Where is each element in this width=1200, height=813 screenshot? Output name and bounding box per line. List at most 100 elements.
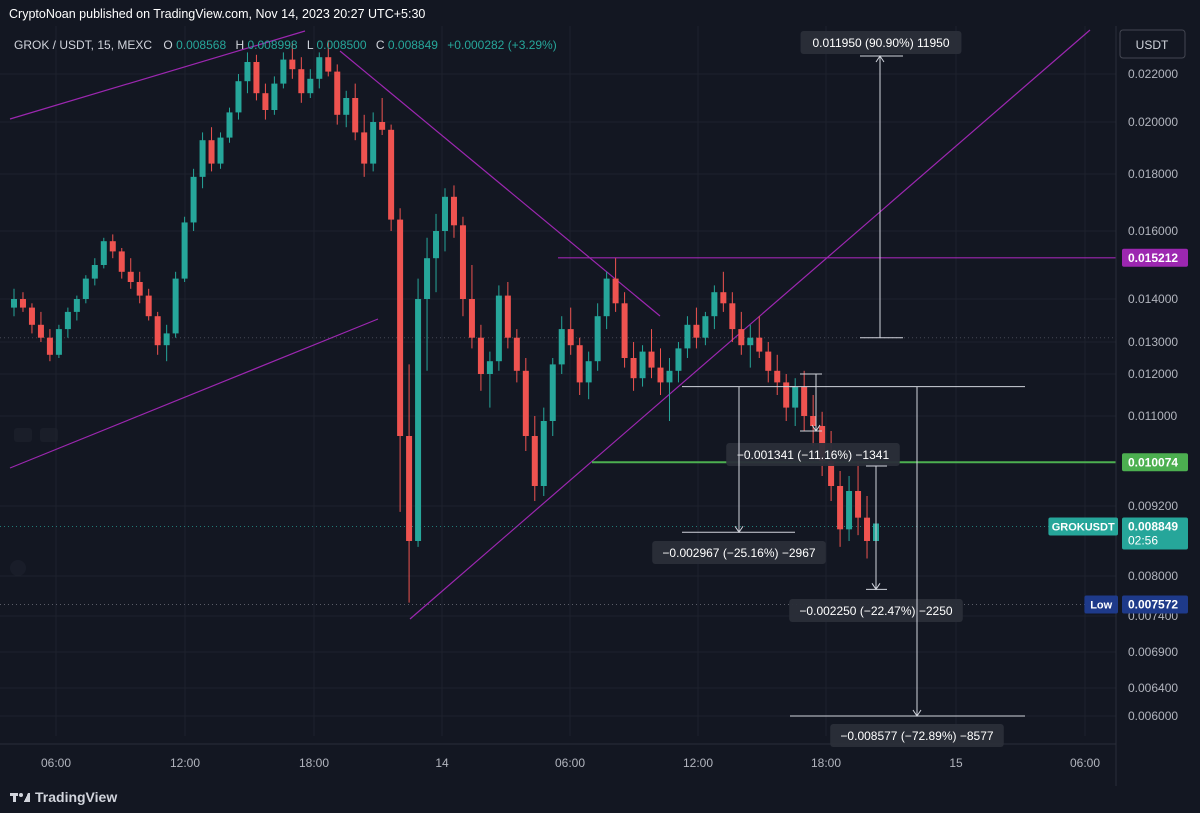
measurement-tool[interactable]: 0.011950 (90.90%) 11950 — [800, 31, 962, 339]
candle — [756, 316, 763, 358]
price-label: 0.010074 — [1122, 453, 1188, 472]
candle-body — [747, 337, 754, 346]
candle-body — [298, 69, 305, 94]
publisher-header: CryptoNoan published on TradingView.com,… — [0, 0, 1200, 26]
price-tick-label: 0.006400 — [1128, 681, 1178, 695]
legend-low-label: L — [307, 38, 314, 52]
watermark-camera-icon — [14, 428, 32, 442]
candle-body — [109, 241, 116, 252]
candle-body — [621, 303, 628, 358]
candle — [136, 271, 143, 304]
price-tick-label: 0.008000 — [1128, 569, 1178, 583]
time-tick-label: 06:00 — [1070, 756, 1100, 770]
measure-label: −0.002967 (−25.16%) −2967 — [662, 546, 815, 560]
chart-background — [0, 26, 1200, 786]
measure-label-box — [830, 724, 1004, 747]
candle-body — [19, 299, 26, 308]
candle-body — [190, 176, 197, 223]
trendline-ascending[interactable] — [409, 29, 1091, 620]
candle — [594, 303, 601, 371]
candle — [91, 258, 98, 286]
candle — [684, 316, 691, 358]
tradingview-brand: TradingView — [35, 789, 118, 805]
chart-area[interactable]: 0.011950 (90.90%) 11950 −0.001341 (−11.16… — [0, 26, 1200, 786]
price-label: 0.007572 Low — [1084, 595, 1188, 614]
legend-high-label: H — [235, 38, 244, 52]
candle-body — [73, 299, 80, 312]
candle — [163, 324, 170, 362]
measurement-tool[interactable]: −0.002967 (−25.16%) −2967 — [652, 386, 826, 564]
candle — [504, 282, 511, 349]
candle — [450, 185, 457, 238]
time-tick-label: 12:00 — [683, 756, 713, 770]
candle-body — [217, 137, 224, 164]
candle-body — [172, 278, 179, 334]
candle-body — [558, 329, 565, 365]
candle — [46, 329, 53, 362]
candle-body — [379, 122, 386, 130]
candle-body — [729, 303, 736, 330]
candles — [11, 40, 879, 603]
candle-body — [630, 358, 637, 379]
candle-body — [522, 370, 529, 436]
time-axis[interactable]: 06:00 12:00 18:00 14 06:00 12:00 18:00 15 06:00 — [0, 743, 1116, 770]
watermark-settings-icon — [40, 428, 58, 442]
candle-body — [415, 299, 422, 541]
candle-body — [406, 436, 413, 541]
candle-body — [720, 292, 727, 304]
candle-body — [334, 71, 341, 115]
candle — [388, 124, 395, 231]
candle-body — [594, 316, 601, 362]
legend-symbol: GROK / USDT, 15, MEXC — [14, 38, 152, 52]
candle-body — [82, 278, 89, 299]
currency-button-frame[interactable] — [1119, 29, 1186, 59]
measure-label-box — [726, 443, 900, 466]
candle — [585, 351, 592, 400]
tradingview-logo[interactable]: TradingView — [10, 789, 117, 805]
currency-button-label[interactable]: USDT — [1136, 38, 1169, 52]
price-tick-label: 0.012000 — [1128, 367, 1178, 381]
price-tick-label: 0.020000 — [1128, 115, 1178, 129]
candle-body — [181, 222, 188, 279]
measure-label-box — [789, 599, 963, 622]
candle — [424, 237, 431, 371]
price-label-value: 0.008849 — [1128, 519, 1178, 533]
time-tick-label: 06:00 — [555, 756, 585, 770]
candle — [459, 216, 466, 317]
candle — [28, 303, 35, 334]
candle-body — [235, 81, 242, 113]
candle — [468, 265, 475, 349]
candle-body — [864, 517, 871, 541]
footer: TradingView — [0, 786, 1200, 813]
time-tick-label: 06:00 — [41, 756, 71, 770]
legend-change: +0.000282 (+3.29%) — [447, 38, 556, 52]
candle-body — [828, 461, 835, 486]
measurement-tool[interactable]: −0.008577 (−72.89%) −8577 — [790, 386, 1025, 747]
candle-body — [450, 196, 457, 226]
candle-body — [361, 132, 368, 164]
candle — [316, 52, 323, 89]
measurements[interactable]: 0.011950 (90.90%) 11950 −0.001341 (−11.16… — [652, 31, 1025, 747]
candle-body — [55, 329, 62, 355]
candle — [55, 324, 62, 358]
time-tick-label: 14 — [435, 756, 449, 770]
measurement-tool[interactable]: −0.002250 (−22.47%) −2250 — [789, 465, 963, 622]
price-axis[interactable]: 0.022000 0.020000 0.018000 0.016000 0.014000… — [1115, 26, 1200, 786]
price-axis-background — [1116, 26, 1200, 786]
measurement-tool[interactable]: −0.001341 (−11.16%) −1341 — [726, 373, 900, 466]
candle-body — [280, 59, 287, 84]
candle-body — [549, 364, 556, 421]
price-label-name: Low — [1090, 600, 1112, 612]
candle-body — [46, 337, 53, 355]
trendline-upper-left[interactable] — [9, 30, 306, 120]
legend-close-label: C — [376, 38, 385, 52]
price-label-name-box — [1084, 595, 1118, 614]
candle — [531, 416, 538, 501]
candle-body — [810, 416, 817, 426]
currency-button[interactable]: USDT — [1119, 29, 1186, 59]
candle-body — [576, 345, 583, 383]
trendline-lower-left[interactable] — [9, 318, 379, 469]
candle-body — [459, 225, 466, 299]
candlestick-chart[interactable]: 0.011950 (90.90%) 11950 −0.001341 (−11.16… — [0, 26, 1200, 786]
candle — [442, 188, 448, 252]
